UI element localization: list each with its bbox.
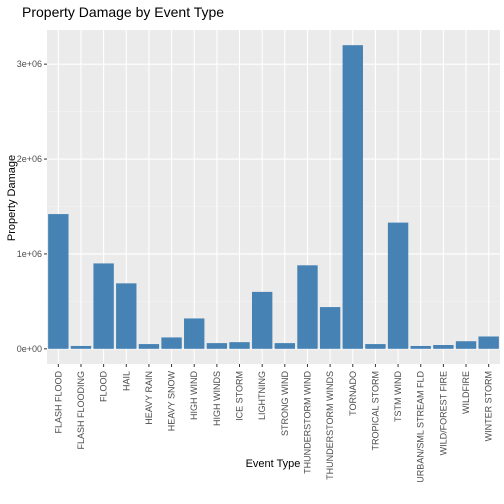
- bars: [48, 45, 499, 349]
- bar: [93, 263, 114, 349]
- bar: [161, 337, 182, 349]
- x-tick-label: URBAN/SML STREAM FLD: [416, 371, 426, 483]
- bar: [319, 307, 341, 349]
- x-tick-label: FLASH FLOOD: [53, 371, 63, 434]
- bar: [410, 345, 431, 349]
- bar: [365, 344, 386, 349]
- bar: [455, 341, 477, 349]
- bar: [251, 291, 273, 349]
- bar: [387, 222, 409, 349]
- x-tick-label: HEAVY SNOW: [167, 371, 177, 432]
- x-tick-label: HIGH WINDS: [212, 371, 222, 426]
- x-tick-label: WILD/FOREST FIRE: [438, 371, 448, 455]
- x-tick-label: FLASH FLOODING: [76, 371, 86, 450]
- y-tick-label: 1e+06: [17, 249, 42, 259]
- x-tick-label: THUNDERSTORM WINDS: [325, 371, 335, 480]
- x-tick-label: HEAVY RAIN: [144, 371, 154, 425]
- bar: [274, 343, 296, 349]
- y-tick-label: 3e+06: [17, 59, 42, 69]
- bar: [116, 283, 137, 349]
- x-tick-label: WINTER STORM: [484, 371, 494, 441]
- y-axis: 0e+00 1e+06 2e+06 3e+06: [17, 59, 47, 354]
- bar: [433, 345, 454, 349]
- bar: [342, 45, 363, 349]
- y-axis-title: Property Damage: [6, 155, 18, 241]
- x-tick-label: TROPICAL STORM: [370, 371, 380, 451]
- bar: [206, 343, 228, 349]
- x-tick-label: LIGHTNING: [257, 371, 267, 420]
- x-tick-label: THUNDERSTORM WIND: [302, 371, 312, 474]
- bar: [184, 318, 205, 349]
- x-axis: FLASH FLOOD FLASH FLOODING FLOOD HAIL HEAVY …: [53, 364, 494, 483]
- x-axis-title: Event Type: [246, 458, 301, 470]
- x-tick-label: WILDFIRE: [461, 371, 471, 414]
- x-tick-label: ICE STORM: [235, 371, 245, 421]
- bar: [478, 336, 499, 349]
- bar: [297, 265, 318, 349]
- y-tick-label: 2e+06: [17, 154, 42, 164]
- y-tick-label: 0e+00: [17, 344, 42, 354]
- x-tick-label: STRONG WIND: [280, 371, 290, 436]
- plot-panel: [47, 30, 500, 364]
- bar: [70, 345, 92, 349]
- x-tick-label: FLOOD: [99, 371, 109, 403]
- x-tick-label: TSTM WIND: [393, 371, 403, 422]
- bar: [229, 342, 250, 349]
- chart-title: Property Damage by Event Type: [22, 4, 224, 20]
- bar: [48, 214, 69, 349]
- x-tick-label: HIGH WIND: [189, 371, 199, 420]
- x-tick-label: HAIL: [121, 371, 131, 391]
- bar: [138, 344, 160, 349]
- x-tick-label: TORNADO: [348, 371, 358, 416]
